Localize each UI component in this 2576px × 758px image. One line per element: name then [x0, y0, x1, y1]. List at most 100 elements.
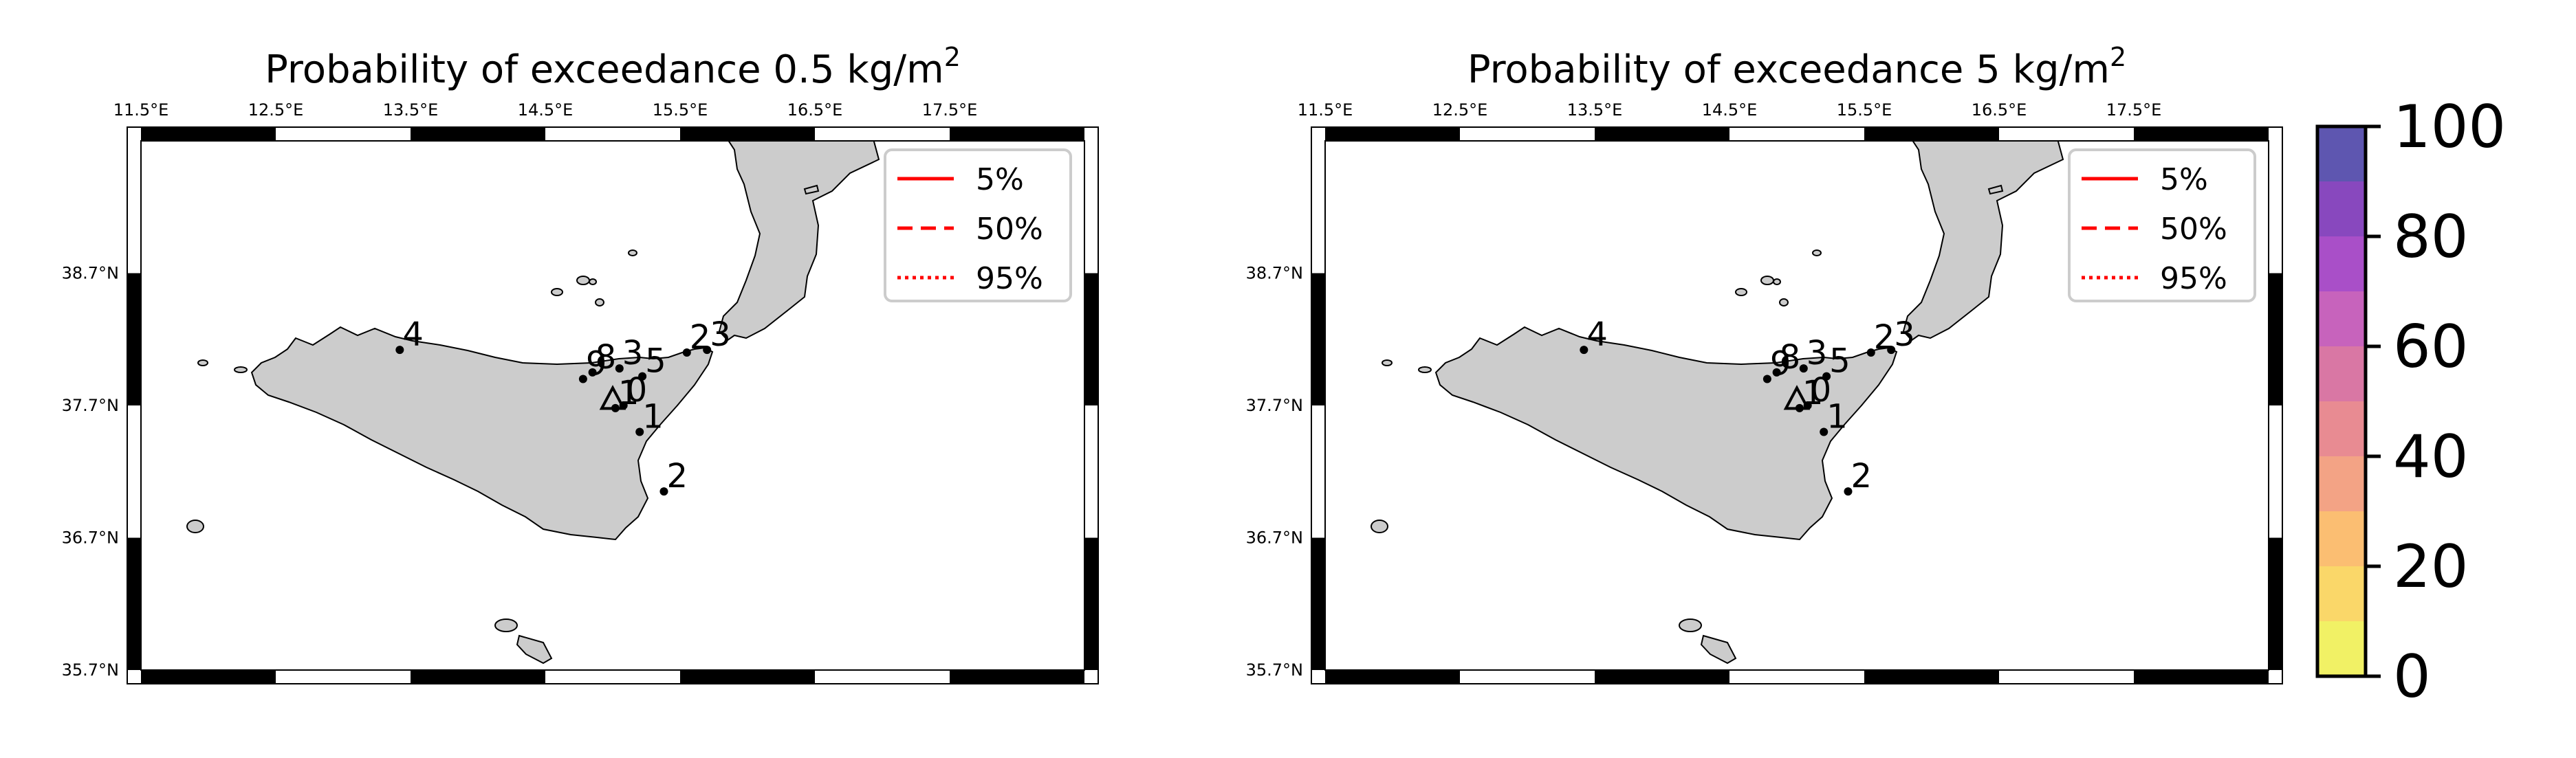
lon-tick-label: 17.5°E — [2106, 100, 2162, 120]
station-marker — [1887, 346, 1896, 355]
station-marker — [635, 427, 644, 436]
lat-tick-label: 38.7°N — [1246, 264, 1303, 283]
legend-box — [2068, 148, 2256, 302]
station-label: 3 — [622, 334, 644, 372]
colorbar-frame — [2315, 124, 2368, 678]
panel-title: Probability of exceedance 0.5 kg/m2 — [265, 42, 961, 92]
station-label: 1 — [642, 398, 664, 436]
frame-segment — [1325, 127, 1460, 141]
lat-tick-label: 35.7°N — [62, 660, 119, 680]
station-label: 4 — [1586, 315, 1608, 354]
frame-segment — [1864, 670, 1999, 684]
colorbar-level — [2317, 236, 2366, 291]
frame-segment — [1084, 537, 1098, 670]
map-panel-left: Probability of exceedance 0.5 kg/m212489… — [62, 42, 1099, 684]
frame-segment — [2134, 670, 2269, 684]
lon-tick-label: 12.5°E — [248, 100, 304, 120]
lon-tick-label: 13.5°E — [1567, 100, 1623, 120]
lon-tick-label: 11.5°E — [1298, 100, 1353, 120]
lon-tick-label: 13.5°E — [383, 100, 439, 120]
station-label: 2 — [1851, 457, 1872, 495]
legend-label: 95% — [976, 261, 1043, 296]
station-marker — [1822, 372, 1831, 381]
lon-tick-label: 15.5°E — [653, 100, 708, 120]
station-marker — [1762, 375, 1771, 383]
station-label: 9 — [1770, 345, 1791, 383]
lat-tick-label: 38.7°N — [62, 264, 119, 283]
lon-tick-label: 14.5°E — [518, 100, 574, 120]
lat-tick-label: 36.7°N — [62, 528, 119, 548]
frame-segment — [1325, 670, 1460, 684]
lat-tick-label: 37.7°N — [62, 396, 119, 415]
frame-segment — [2269, 273, 2282, 405]
station-label: 3 — [1807, 334, 1828, 372]
colorbar-level — [2317, 456, 2366, 511]
station-label: 8 — [1780, 338, 1801, 377]
station-marker — [682, 348, 691, 357]
colorbar-level — [2317, 291, 2366, 346]
station-label: 1 — [1826, 398, 1848, 436]
station-label: 5 — [645, 342, 666, 381]
legend-label: 50% — [976, 212, 1043, 247]
frame-segment — [141, 670, 276, 684]
colorbar-tick-label: 60 — [2393, 313, 2468, 381]
lon-tick-label: 12.5°E — [1432, 100, 1488, 120]
frame-segment — [1595, 670, 1729, 684]
station-marker — [1866, 348, 1875, 357]
colorbar-level — [2317, 181, 2366, 236]
frame-segment — [1311, 537, 1325, 670]
legend-label: 50% — [2160, 212, 2227, 247]
frame-segment — [2134, 127, 2269, 141]
colorbar-level — [2317, 346, 2366, 401]
colorbar-level — [2317, 511, 2366, 566]
panel-title: Probability of exceedance 5 kg/m2 — [1467, 42, 2126, 92]
frame-segment — [950, 127, 1084, 141]
legend-box — [884, 148, 1072, 302]
frame-segment — [1311, 273, 1325, 405]
lat-tick-label: 35.7°N — [1246, 660, 1303, 680]
frame-segment — [411, 127, 545, 141]
frame-segment — [2269, 537, 2282, 670]
frame-segment — [1595, 127, 1729, 141]
lat-tick-label: 37.7°N — [1246, 396, 1303, 415]
station-marker — [1580, 346, 1589, 355]
frame-segment — [950, 670, 1084, 684]
colorbar-level — [2317, 566, 2366, 621]
colorbar-level — [2317, 126, 2366, 181]
station-marker — [1820, 427, 1829, 436]
lon-tick-label: 11.5°E — [113, 100, 169, 120]
station-label: 8 — [596, 338, 617, 377]
lon-tick-label: 16.5°E — [787, 100, 843, 120]
vent-marker — [1783, 385, 1811, 410]
station-marker — [703, 346, 712, 355]
frame-segment — [411, 670, 545, 684]
legend-label: 95% — [2160, 261, 2227, 296]
frame-segment — [680, 127, 815, 141]
station-label: 2 — [666, 457, 688, 495]
station-marker — [588, 368, 597, 377]
frame-segment — [141, 127, 276, 141]
lon-tick-label: 16.5°E — [1972, 100, 2027, 120]
station-marker — [1772, 368, 1781, 377]
station-marker — [1844, 487, 1853, 496]
frame-segment — [127, 537, 141, 670]
station-label: 4 — [402, 315, 424, 354]
colorbar-level — [2317, 401, 2366, 456]
legend-label: 5% — [976, 162, 1024, 197]
frame-segment — [127, 273, 141, 405]
station-label: 3 — [1894, 315, 1915, 354]
frame-segment — [1084, 273, 1098, 405]
legend-label: 5% — [2160, 162, 2208, 197]
vent-marker — [599, 385, 626, 410]
station-marker — [395, 346, 404, 355]
station-marker — [615, 364, 624, 373]
station-label: 9 — [586, 345, 607, 383]
colorbar: 0 20 40 60 80 100 — [2315, 93, 2506, 711]
station-label: 5 — [1829, 342, 1851, 381]
station-label: 0 — [626, 371, 648, 410]
station-marker — [638, 372, 647, 381]
colorbar-tick-label: 0 — [2393, 643, 2431, 711]
